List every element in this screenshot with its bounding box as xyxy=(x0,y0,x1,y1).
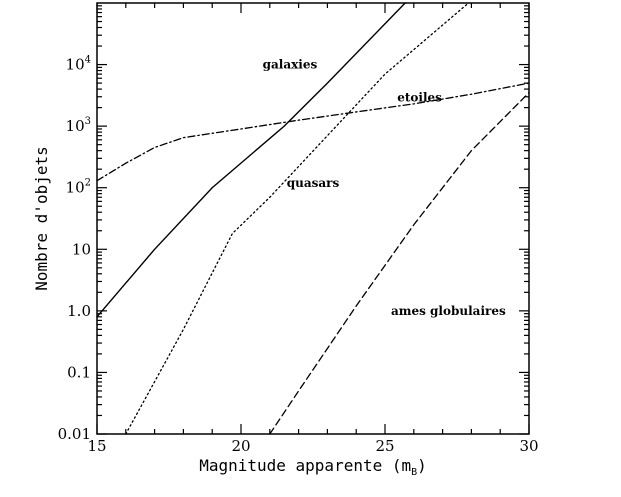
y-tick-label-base: 0.01 xyxy=(58,425,91,443)
series-line-etoiles xyxy=(96,82,530,182)
y-tick-label-base: 0.1 xyxy=(67,363,91,381)
y-tick-label-base: 10 xyxy=(66,179,85,197)
x-axis-title-subscript: B xyxy=(411,467,417,478)
y-axis-title: Nombre d'objets xyxy=(32,146,51,291)
series-line-quasars xyxy=(125,2,470,435)
y-tick-label-base: 1.0 xyxy=(67,302,91,320)
x-axis-title-main: Magnitude apparente (m xyxy=(199,456,411,475)
x-tick-label: 15 xyxy=(87,437,106,455)
data-series xyxy=(96,2,530,435)
series-line-galaxies xyxy=(96,2,406,318)
y-tick-label-base: 10 xyxy=(72,240,91,258)
y-tick-label-exponent: 3 xyxy=(85,116,91,127)
y-tick-label: 10 xyxy=(72,240,91,258)
y-tick-label: 102 xyxy=(66,178,91,197)
series-label-ames-globulaires: ames globulaires xyxy=(391,304,506,318)
y-tick-label: 0.1 xyxy=(67,363,91,381)
series-labels: galaxies etoiles quasars ames globulaires xyxy=(263,58,506,318)
x-axis-title: Magnitude apparente (mB) xyxy=(199,456,427,478)
series-label-galaxies: galaxies xyxy=(263,58,318,72)
plot-frame xyxy=(96,2,530,435)
y-tick-label: 1.0 xyxy=(67,302,91,320)
y-tick-label: 103 xyxy=(66,116,91,135)
y-tick-label: 0.01 xyxy=(58,425,91,443)
x-axis-ticks: 15 20 25 30 xyxy=(87,3,539,455)
x-axis-title-close: ) xyxy=(417,456,427,475)
x-tick-label: 20 xyxy=(231,437,250,455)
series-label-quasars: quasars xyxy=(287,176,340,190)
series-line-ames-globulaires xyxy=(269,91,530,435)
y-tick-label: 104 xyxy=(66,55,91,74)
y-tick-label-exponent: 4 xyxy=(85,55,91,66)
x-tick-label: 25 xyxy=(375,437,394,455)
y-tick-label-base: 10 xyxy=(66,56,85,74)
y-tick-label-exponent: 2 xyxy=(85,178,91,189)
x-tick-label: 30 xyxy=(519,437,538,455)
series-label-etoiles: etoiles xyxy=(397,91,442,105)
y-tick-label-base: 10 xyxy=(66,117,85,135)
